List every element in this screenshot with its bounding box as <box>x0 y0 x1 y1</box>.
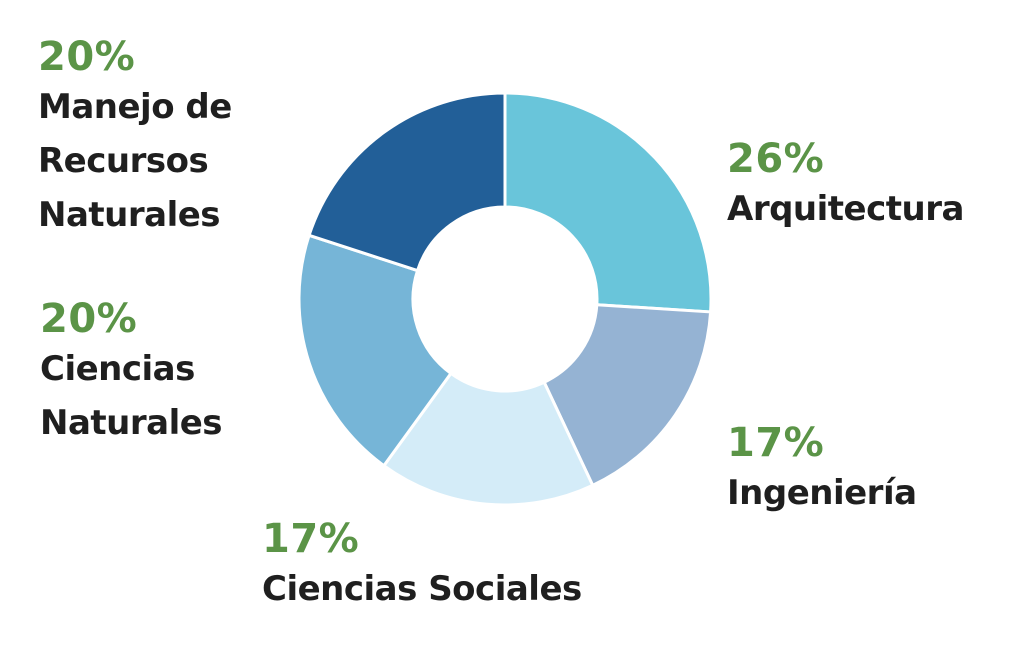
label-ciencias-sociales: 17% Ciencias Sociales <box>262 516 582 616</box>
category-label-ingenieria: Ingeniería <box>727 473 917 513</box>
category-label-manejo: Manejo de Recursos Naturales <box>38 87 232 235</box>
value-label-ingenieria: 17% <box>727 420 825 466</box>
category-label-arquitectura: Arquitectura <box>727 189 964 229</box>
label-arquitectura: 26% Arquitectura <box>727 136 964 236</box>
donut-slice-ciencias-naturales <box>297 233 453 468</box>
label-ingenieria: 17% Ingeniería <box>727 420 917 520</box>
value-label-ciencias-sociales: 17% <box>262 516 360 562</box>
donut-slice-manejo-de-recursos-naturales <box>307 91 507 273</box>
value-label-arquitectura: 26% <box>727 136 825 182</box>
donut-slice-ingenieria <box>542 303 713 487</box>
category-label-ciencias-naturales: Ciencias Naturales <box>40 349 223 443</box>
label-manejo-de-recursos-naturales: 20% Manejo de Recursos Naturales <box>38 34 268 242</box>
value-label-ciencias-naturales: 20% <box>40 296 138 342</box>
donut-slice-arquitectura <box>503 91 713 314</box>
label-ciencias-naturales: 20% Ciencias Naturales <box>40 296 270 450</box>
donut-slice-ciencias-sociales <box>382 371 595 507</box>
value-label-manejo: 20% <box>38 34 136 80</box>
category-label-ciencias-sociales: Ciencias Sociales <box>262 569 582 609</box>
